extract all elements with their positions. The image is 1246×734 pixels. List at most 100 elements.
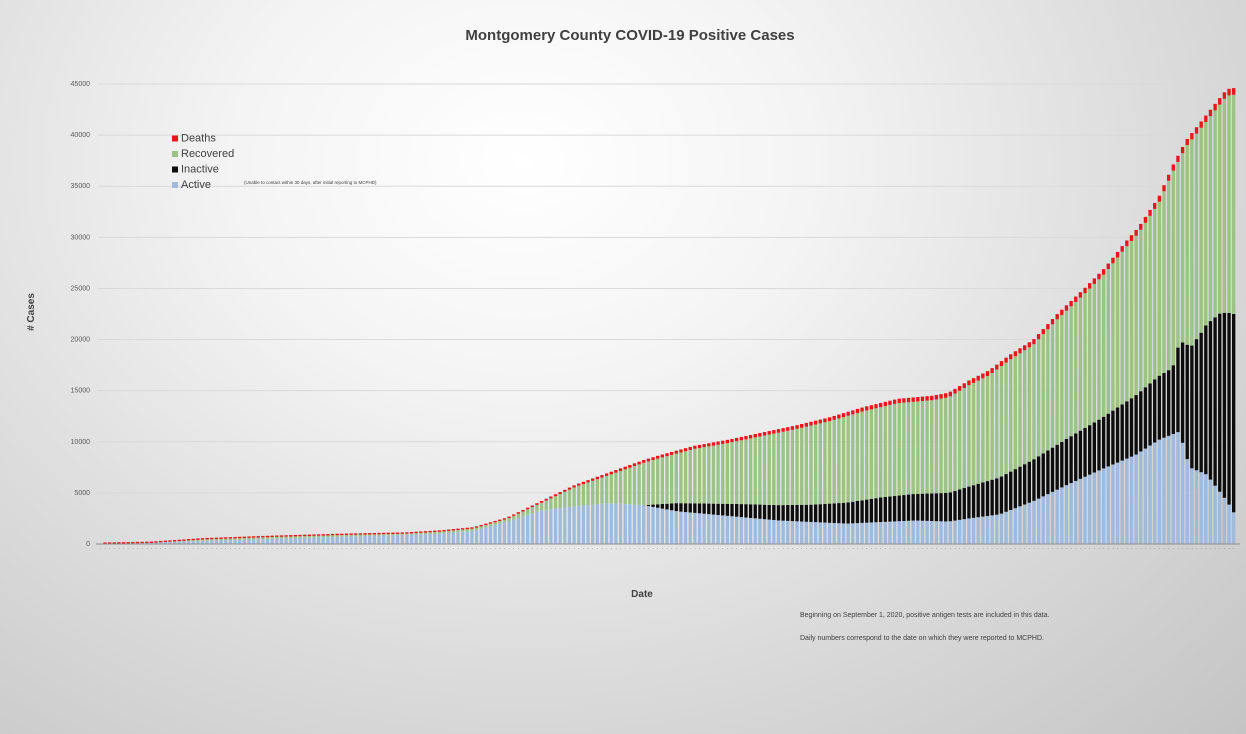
bar-segment-deaths bbox=[1097, 273, 1101, 280]
x-tick-label: • bbox=[567, 548, 571, 549]
x-tick-label: • bbox=[725, 548, 729, 549]
bar-segment-deaths bbox=[1060, 309, 1064, 315]
footnote-antigen: Beginning on September 1, 2020, positive… bbox=[800, 612, 1049, 619]
bar-segment-deaths bbox=[707, 443, 711, 447]
bar-segment-recovered bbox=[563, 491, 567, 508]
bar-segment-active bbox=[948, 521, 953, 544]
bar-segment-recovered bbox=[637, 464, 641, 505]
x-tick-label: • bbox=[953, 548, 957, 549]
bar-segment-recovered bbox=[679, 452, 683, 504]
bar-segment-active bbox=[642, 505, 646, 544]
bar-segment-deaths bbox=[275, 535, 279, 537]
bar-segment-deaths bbox=[753, 434, 757, 438]
bar-segment-active bbox=[1050, 491, 1055, 544]
bar-segment-deaths bbox=[1194, 127, 1199, 134]
x-tick-label: • bbox=[149, 548, 153, 549]
bar-segment-recovered bbox=[1032, 344, 1036, 460]
bar-segment-deaths bbox=[237, 536, 242, 539]
bar-segment-deaths bbox=[934, 394, 939, 400]
bar-segment-deaths bbox=[1227, 88, 1231, 96]
bar-segment-recovered bbox=[1083, 293, 1087, 428]
bar-segment-deaths bbox=[572, 485, 576, 488]
bar-segment-deaths bbox=[196, 538, 200, 540]
bar-segment-inactive bbox=[1129, 398, 1134, 457]
bar-segment-deaths bbox=[1218, 98, 1222, 105]
bar-segment-active bbox=[920, 520, 925, 544]
bar-segment-recovered bbox=[1069, 306, 1073, 437]
bar-segment-active bbox=[1190, 468, 1194, 544]
bar-segment-inactive bbox=[999, 476, 1004, 514]
bar-segment-active bbox=[1083, 476, 1087, 544]
bar-segment-recovered bbox=[985, 375, 990, 482]
bar-segment-deaths bbox=[516, 512, 521, 514]
bar-segment-deaths bbox=[1176, 155, 1180, 162]
bar-segment-inactive bbox=[1064, 438, 1069, 486]
y-tick-label: 5000 bbox=[74, 490, 90, 497]
x-tick-label: • bbox=[869, 548, 873, 549]
bar-segment-active bbox=[330, 537, 335, 544]
bar-segment-recovered bbox=[368, 534, 372, 536]
x-tick-label: • bbox=[540, 548, 544, 549]
bar-segment-deaths bbox=[697, 444, 702, 448]
bar-segment-active bbox=[623, 504, 627, 544]
bar-segment-recovered bbox=[521, 511, 525, 517]
bar-segment-deaths bbox=[1157, 195, 1162, 202]
bar-segment-recovered bbox=[539, 502, 544, 511]
bar-segment-active bbox=[981, 516, 985, 544]
bar-segment-deaths bbox=[739, 436, 743, 441]
bar-segment-deaths bbox=[1208, 109, 1213, 117]
bar-segment-active bbox=[707, 514, 711, 544]
bar-segment-recovered bbox=[953, 393, 957, 491]
bar-segment-active bbox=[651, 506, 655, 544]
bar-segment-active bbox=[869, 522, 874, 544]
bar-segment-active bbox=[832, 522, 836, 544]
bar-segment-recovered bbox=[874, 408, 878, 499]
bar-segment-recovered bbox=[1166, 180, 1171, 371]
x-tick-label: • bbox=[456, 548, 460, 549]
bar-segment-recovered bbox=[920, 401, 925, 494]
bar-segment-inactive bbox=[660, 504, 665, 509]
bar-segment-recovered bbox=[1227, 95, 1231, 313]
bar-segment-recovered bbox=[892, 403, 897, 497]
bar-segment-active bbox=[581, 505, 586, 544]
bar-segment-recovered bbox=[786, 430, 790, 506]
x-tick-label: • bbox=[293, 548, 297, 549]
x-tick-label: • bbox=[98, 548, 102, 549]
x-tick-label: • bbox=[1027, 548, 1031, 549]
bar-segment-active bbox=[256, 539, 260, 544]
bar-segment-recovered bbox=[233, 538, 237, 540]
x-tick-label: • bbox=[103, 548, 107, 549]
x-tick-label: • bbox=[284, 548, 288, 549]
bar-segment-inactive bbox=[869, 498, 874, 523]
bar-segment-active bbox=[395, 535, 400, 544]
bar-segment-recovered bbox=[772, 433, 776, 506]
x-tick-label: • bbox=[911, 548, 915, 549]
x-tick-label: • bbox=[1162, 548, 1166, 549]
bar-segment-deaths bbox=[595, 476, 599, 480]
bar-segment-deaths bbox=[976, 375, 980, 381]
x-tick-label: • bbox=[1046, 548, 1050, 549]
bar-segment-active bbox=[600, 503, 604, 544]
bar-segment-active bbox=[182, 541, 186, 544]
bar-segment-active bbox=[465, 531, 469, 544]
bar-segment-active bbox=[1120, 460, 1124, 544]
x-tick-label: • bbox=[948, 548, 952, 549]
x-tick-label: • bbox=[563, 548, 567, 549]
bar-segment-recovered bbox=[428, 532, 432, 535]
bar-segment-inactive bbox=[1153, 379, 1157, 443]
bar-segment-active bbox=[595, 504, 599, 544]
bar-segment-deaths bbox=[591, 478, 595, 481]
bar-segment-inactive bbox=[1157, 375, 1162, 440]
bar-segment-active bbox=[1218, 491, 1222, 544]
bar-segment-inactive bbox=[1176, 347, 1180, 433]
bar-segment-active bbox=[1046, 494, 1050, 544]
y-tick-label: 35000 bbox=[71, 183, 91, 190]
x-tick-label: • bbox=[981, 548, 985, 549]
bar-segment-deaths bbox=[781, 428, 785, 432]
x-tick-label: • bbox=[442, 548, 446, 549]
bar-segment-inactive bbox=[818, 504, 822, 523]
x-tick-label: • bbox=[707, 548, 711, 549]
x-tick-label: • bbox=[804, 548, 808, 549]
bar-segment-deaths bbox=[804, 422, 809, 427]
bar-segment-active bbox=[1060, 487, 1064, 544]
